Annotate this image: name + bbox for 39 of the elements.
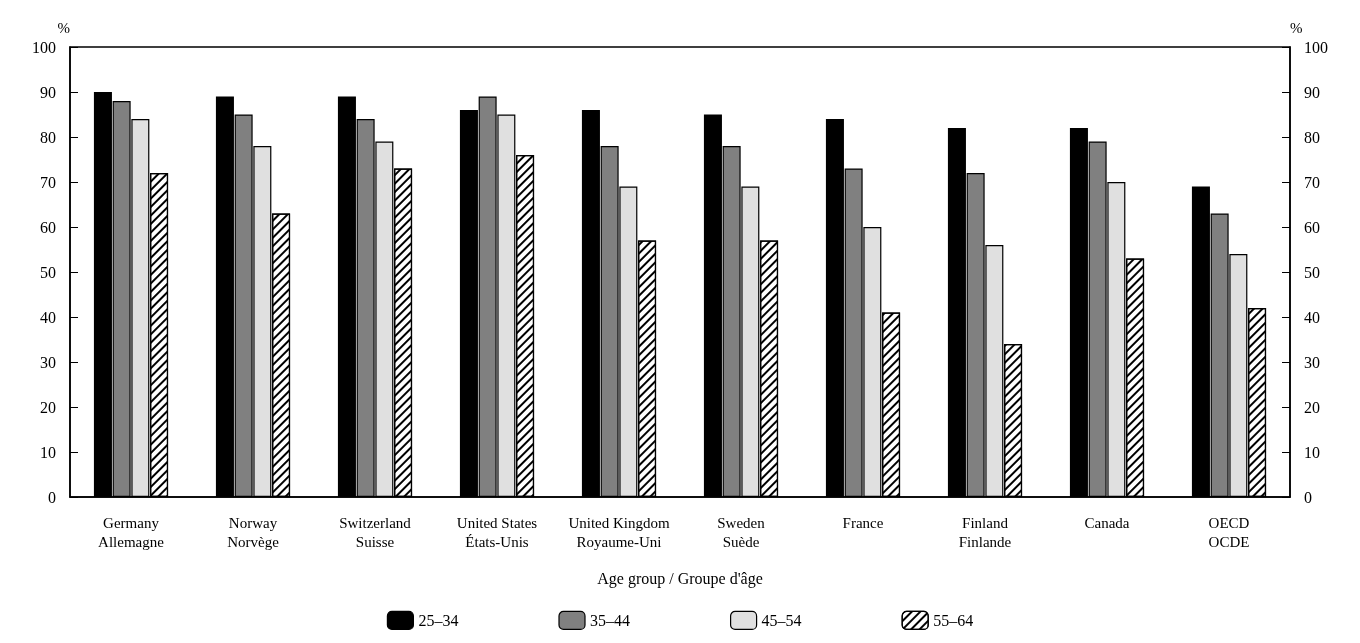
x-tick-label: Switzerland Suisse: [339, 514, 412, 550]
y-tick-label: 0: [48, 488, 56, 506]
y2-tick-label: 40: [1304, 308, 1320, 326]
y-axis-title: %: [57, 19, 70, 36]
legend-label: 25–34: [418, 611, 459, 629]
y-tick-label: 90: [40, 83, 56, 101]
y2-tick-label: 100: [1304, 38, 1328, 56]
y2-tick-label: 50: [1304, 263, 1320, 281]
y-tick-label: 10: [40, 443, 56, 461]
x-tick-label: Finland Finlande: [958, 514, 1012, 550]
x-tick-label: France: [842, 514, 884, 531]
y2-tick-label: 80: [1304, 128, 1320, 146]
y-tick-label: 100: [32, 38, 56, 56]
legend-label: 45–54: [761, 611, 802, 629]
x-tick-label: Canada: [1084, 514, 1130, 531]
x-tick-label: Germany Allemagne: [98, 514, 165, 550]
x-tick-label: OECD OCDE: [1208, 514, 1250, 550]
y2-axis-title: %: [1290, 19, 1303, 36]
y-tick-label: 30: [40, 353, 56, 371]
legend-title: Age group / Groupe d'âge: [597, 569, 763, 588]
y2-tick-label: 90: [1304, 83, 1320, 101]
x-tick-label: Norway Norvège: [227, 514, 280, 550]
y-tick-label: 40: [40, 308, 56, 326]
y-tick-label: 50: [40, 263, 56, 281]
y2-tick-label: 10: [1304, 443, 1320, 461]
y-tick-label: 20: [40, 398, 56, 416]
y2-tick-label: 20: [1304, 398, 1320, 416]
legend-label: 55–64: [933, 611, 974, 629]
x-tick-label: United Kingdom Royaume-Uni: [568, 514, 670, 550]
y-tick-label: 70: [40, 173, 56, 191]
x-tick-label: United States États-Unis: [456, 514, 538, 550]
y2-tick-label: 60: [1304, 218, 1320, 236]
y-tick-label: 60: [40, 218, 56, 236]
y2-tick-label: 30: [1304, 353, 1320, 371]
y-tick-label: 80: [40, 128, 56, 146]
y2-tick-label: 70: [1304, 173, 1320, 191]
legend-label: 35–44: [590, 611, 630, 629]
y2-tick-label: 0: [1304, 488, 1312, 506]
x-tick-label: Sweden Suède: [717, 514, 766, 550]
